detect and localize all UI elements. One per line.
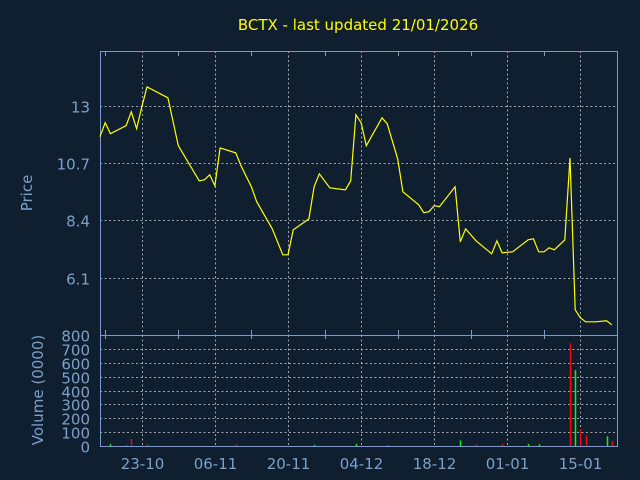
volume-tick-label: 200 [61,411,90,429]
price-tick-label: 10.7 [57,156,90,174]
price-line [99,86,613,326]
volume-tick-label: 0 [80,439,90,457]
volume-tick-label: 500 [61,370,90,388]
date-tick-label: 23-10 [121,455,165,473]
volume-axis-label: Volume (0000) [29,335,47,445]
volume-tick-label: 800 [61,328,90,346]
date-tick-label: 20-11 [267,455,311,473]
price-tick-label: 6.1 [66,271,90,289]
volume-tick-label: 300 [61,397,90,415]
date-tick-label: 15-01 [559,455,603,473]
price-tick-label: 8.4 [66,213,90,231]
price-tick-label: 13 [71,99,90,117]
date-tick-label: 06-11 [194,455,238,473]
volume-tick-label: 600 [61,356,90,374]
date-tick-label: 18-12 [413,455,457,473]
volume-tick-label: 700 [61,342,90,360]
price-plot-frame [100,51,618,336]
price-axis-label: Price [18,175,36,212]
volume-tick-label: 100 [61,425,90,443]
date-tick-label: 04-12 [340,455,384,473]
volume-plot-frame [100,335,618,447]
date-tick-label: 01-01 [486,455,530,473]
volume-tick-label: 400 [61,384,90,402]
chart-title: BCTX - last updated 21/01/2026 [238,16,478,34]
